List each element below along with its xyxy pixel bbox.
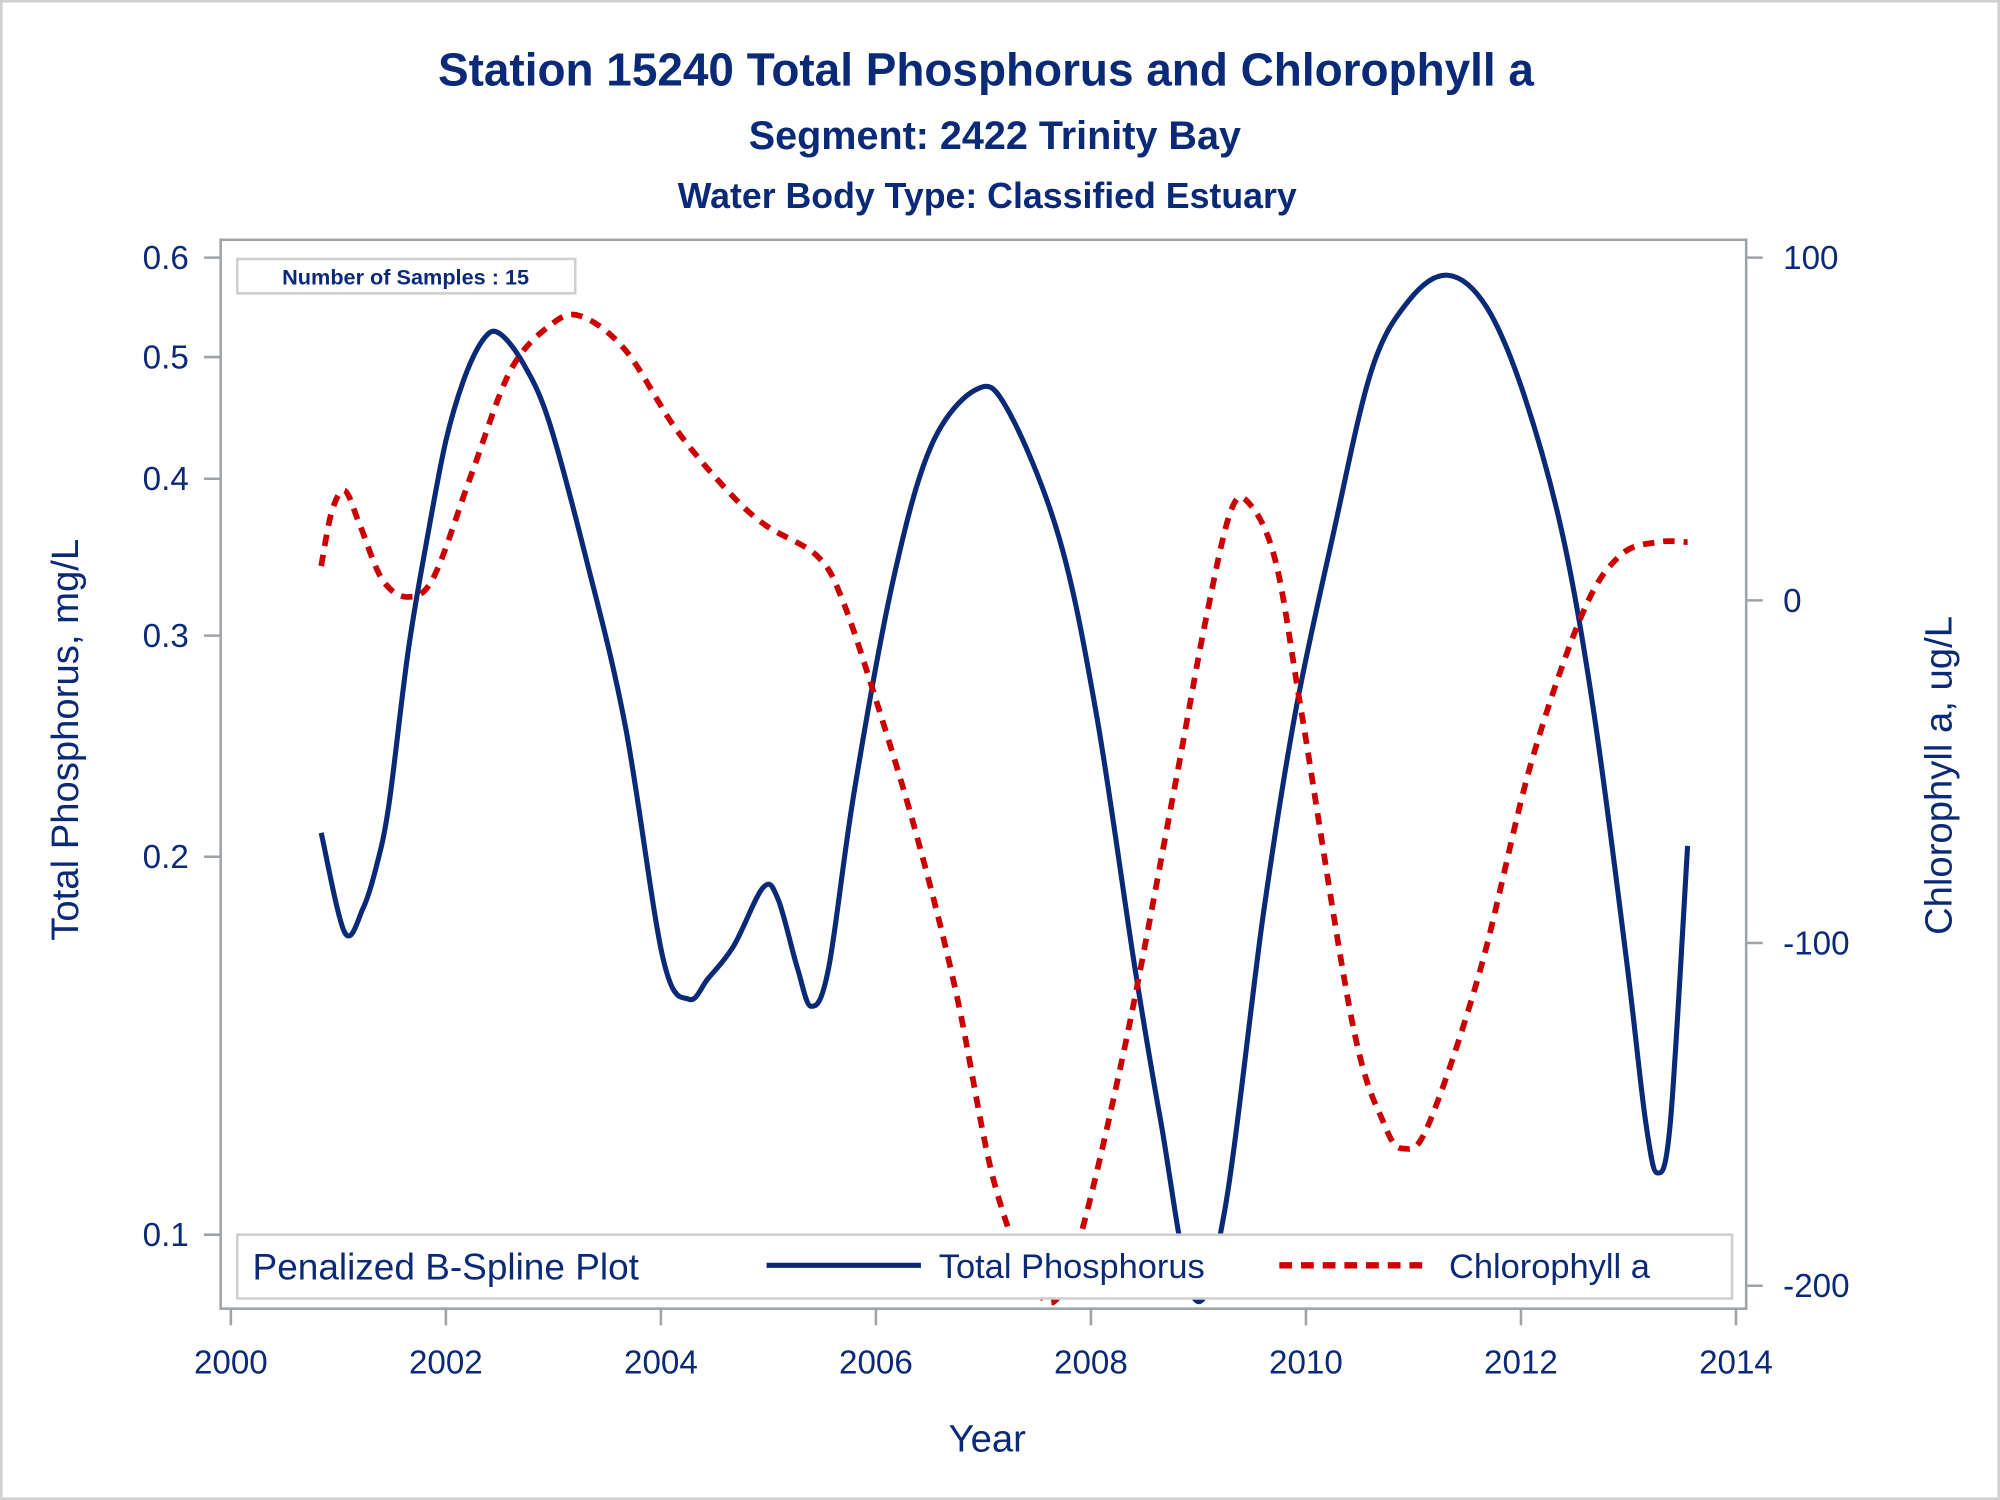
x-tick-label: 2014	[1699, 1345, 1773, 1382]
x-tick-label: 2010	[1269, 1345, 1343, 1382]
y-axis-right: -200 -100 0 100	[1746, 240, 1850, 1305]
legend-label-total-phosphorus: Total Phosphorus	[939, 1248, 1205, 1286]
x-tick-label: 2004	[624, 1345, 698, 1382]
y-axis-right-label: Chlorophyll a, ug/L	[1918, 616, 1961, 935]
plot-area	[219, 238, 1748, 1310]
x-tick-label: 2002	[409, 1345, 483, 1382]
y-left-tick-label: 0.6	[143, 240, 189, 277]
y-left-tick-label: 0.2	[143, 839, 189, 876]
y-left-tick-label: 0.3	[143, 618, 189, 655]
chart-subtitle: Segment: 2422 Trinity Bay	[749, 114, 1241, 158]
legend-label-chlorophyll-a: Chlorophyll a	[1449, 1248, 1651, 1286]
chart-title: Station 15240 Total Phosphorus and Chlor…	[438, 43, 1534, 95]
chart-subtitle-2: Water Body Type: Classified Estuary	[678, 176, 1297, 216]
sample-count-box: Number of Samples : 15	[235, 257, 577, 295]
y-left-tick-label: 0.1	[143, 1217, 189, 1254]
y-axis-left-label: Total Phosphorus, mg/L	[44, 539, 87, 941]
y-left-tick-label: 0.5	[143, 340, 189, 377]
legend: Penalized B-Spline Plot Total Phosphorus…	[235, 1233, 1734, 1300]
y-right-tick-label: 100	[1783, 240, 1838, 277]
y-left-tick-label: 0.4	[143, 461, 189, 498]
x-axis-label: Year	[949, 1418, 1027, 1461]
legend-title: Penalized B-Spline Plot	[253, 1246, 639, 1287]
x-axis: 2000 2002 2004 2006 2008 2010 2012 2014	[194, 1308, 1773, 1382]
x-tick-label: 2000	[194, 1345, 268, 1382]
y-right-tick-label: -100	[1783, 926, 1849, 963]
sample-count-label: Number of Samples : 15	[282, 264, 529, 289]
y-right-tick-label: -200	[1783, 1268, 1849, 1305]
x-tick-label: 2012	[1484, 1345, 1558, 1382]
y-right-tick-label: 0	[1783, 583, 1801, 620]
y-axis-left: 0.1 0.2 0.3 0.4 0.5 0.6	[143, 240, 221, 1254]
x-tick-label: 2006	[839, 1345, 913, 1382]
x-tick-label: 2008	[1054, 1345, 1128, 1382]
series-line-total-phosphorus	[318, 272, 1691, 1305]
